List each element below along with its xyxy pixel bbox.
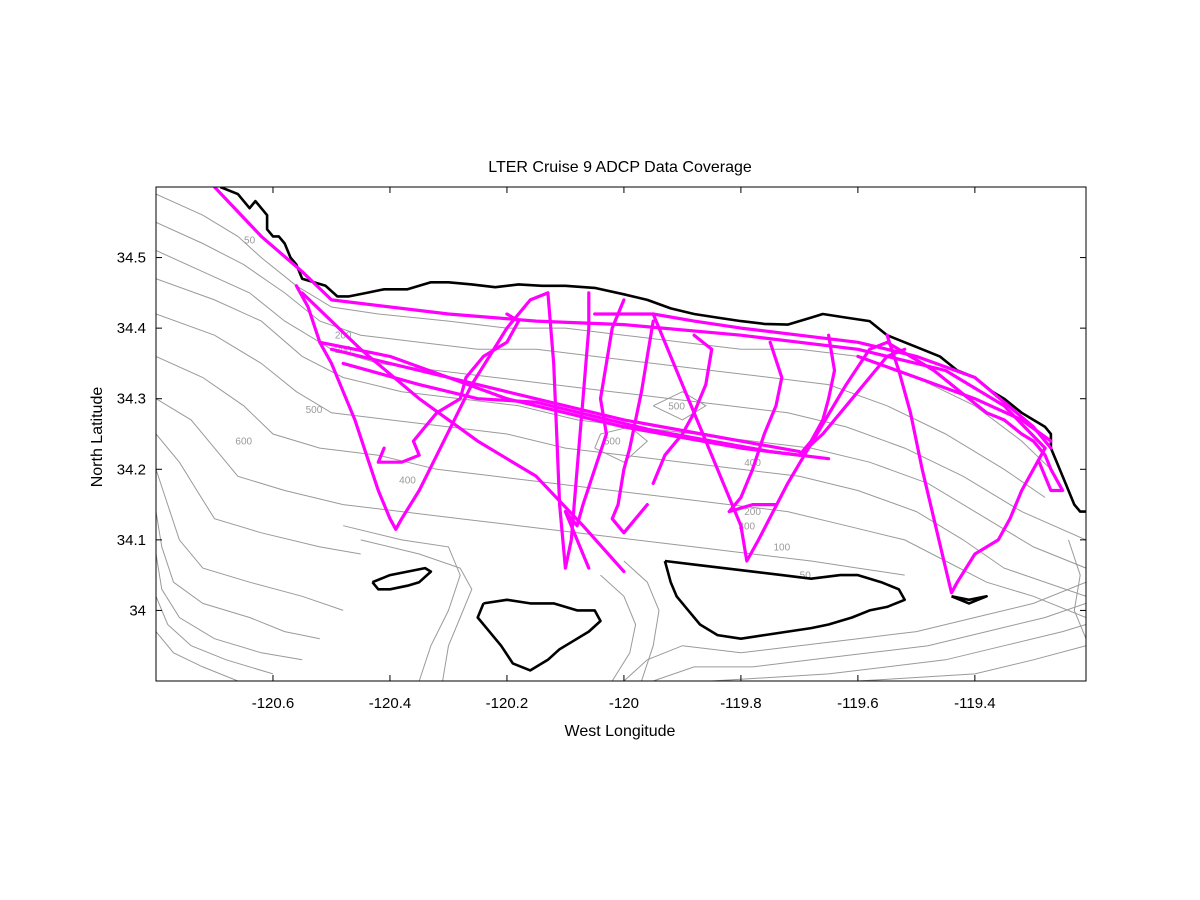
plot-frame bbox=[155, 186, 1087, 682]
depth-contour-9 bbox=[156, 511, 320, 640]
ship-track-7 bbox=[376, 312, 521, 464]
contour-label-12: 50 bbox=[800, 571, 812, 582]
contour-label-7: 500 bbox=[668, 401, 685, 412]
coastline-segment-3 bbox=[663, 559, 907, 641]
coastline-segment-0 bbox=[219, 187, 1086, 513]
depth-contour-11 bbox=[156, 596, 274, 675]
ship-tracks bbox=[212, 187, 1065, 595]
ship-track-6 bbox=[341, 361, 831, 461]
ship-track-0 bbox=[212, 187, 1047, 450]
depth-contour-13 bbox=[623, 581, 1086, 681]
y-tick-label-1: 34.1 bbox=[117, 532, 146, 549]
coastline-segment-2 bbox=[476, 598, 602, 672]
contour-label-10: 300 bbox=[738, 521, 755, 532]
depth-contour-20 bbox=[623, 560, 660, 681]
contour-label-5: 400 bbox=[399, 475, 416, 486]
depth-contour-6 bbox=[156, 398, 905, 576]
ship-track-15 bbox=[885, 333, 1047, 595]
contour-label-6: 500 bbox=[604, 437, 621, 448]
ship-track-3 bbox=[546, 291, 591, 570]
x-tick-label-5: -119.6 bbox=[837, 695, 878, 712]
ship-track-4 bbox=[329, 347, 802, 457]
contour-label-8: 400 bbox=[744, 458, 761, 469]
plot-area: 50 200 200 500 600 400 500 500 400 200 300 100 50 bbox=[156, 187, 1086, 681]
y-tick-label-5: 34.5 bbox=[117, 250, 146, 267]
x-tick-label-4: -119.8 bbox=[720, 695, 761, 712]
depth-contour-5 bbox=[156, 355, 1086, 618]
coastline-segment-1 bbox=[371, 566, 433, 591]
contour-label-11: 100 bbox=[774, 542, 791, 553]
contour-label-2: 200 bbox=[335, 345, 352, 356]
depth-contour-14 bbox=[653, 602, 1086, 681]
ship-track-17 bbox=[856, 354, 1053, 443]
contour-label-9: 200 bbox=[744, 507, 761, 518]
x-axis: -120.6 -120.4 -120.2 -120 -119.8 -119.6 -119.4 bbox=[252, 187, 996, 712]
depth-contour-19 bbox=[600, 574, 637, 681]
y-axis: 34 34.1 34.2 34.3 34.4 34.5 bbox=[117, 250, 1086, 619]
depth-contour-17 bbox=[360, 539, 473, 681]
depth-contour-4 bbox=[156, 313, 1086, 597]
ship-track-13 bbox=[727, 340, 784, 514]
depth-contour-15 bbox=[711, 624, 1086, 681]
depth-contour-8 bbox=[156, 469, 344, 611]
x-tick-label-1: -120.4 bbox=[369, 695, 412, 712]
contour-label-1: 200 bbox=[335, 331, 352, 342]
contour-label-0: 50 bbox=[244, 235, 256, 246]
depth-contour-22 bbox=[652, 391, 707, 421]
y-tick-label-3: 34.3 bbox=[117, 391, 146, 408]
y-tick-label-0: 34 bbox=[129, 602, 146, 619]
depth-contour-21 bbox=[594, 426, 649, 463]
ship-track-9 bbox=[610, 319, 655, 535]
ship-track-10 bbox=[651, 312, 889, 563]
contour-labels: 50 200 200 500 600 400 500 500 400 200 300 100 50 bbox=[235, 235, 811, 581]
depth-contour-12 bbox=[156, 631, 239, 681]
depth-contour-7 bbox=[156, 433, 361, 555]
y-tick-label-2: 34.2 bbox=[117, 461, 146, 478]
coastline-segment-4 bbox=[951, 594, 988, 605]
contour-label-4: 600 bbox=[235, 437, 252, 448]
ship-track-1 bbox=[294, 284, 550, 531]
chart-title: LTER Cruise 9 ADCP Data Coverage bbox=[488, 159, 752, 176]
depth-contour-16 bbox=[857, 645, 1086, 681]
x-tick-label-2: -120.2 bbox=[486, 695, 529, 712]
depth-contour-1 bbox=[156, 221, 1046, 498]
ship-track-12 bbox=[651, 333, 714, 485]
depth-contour-23 bbox=[1068, 539, 1086, 639]
depth-contour-18 bbox=[343, 525, 461, 681]
coastline bbox=[219, 187, 1086, 672]
x-tick-label-0: -120.6 bbox=[252, 695, 295, 712]
x-tick-label-3: -120 bbox=[609, 695, 639, 712]
x-axis-title: West Longitude bbox=[565, 723, 676, 740]
x-tick-label-6: -119.4 bbox=[954, 695, 995, 712]
ship-track-16 bbox=[885, 340, 1065, 493]
ship-track-14 bbox=[797, 333, 907, 457]
contour-label-3: 500 bbox=[306, 405, 323, 416]
ship-track-5 bbox=[318, 340, 802, 454]
y-axis-title: North Latitude bbox=[89, 387, 106, 488]
ship-track-8 bbox=[563, 298, 626, 570]
y-tick-label-4: 34.4 bbox=[117, 320, 146, 337]
depth-contour-10 bbox=[156, 553, 303, 661]
